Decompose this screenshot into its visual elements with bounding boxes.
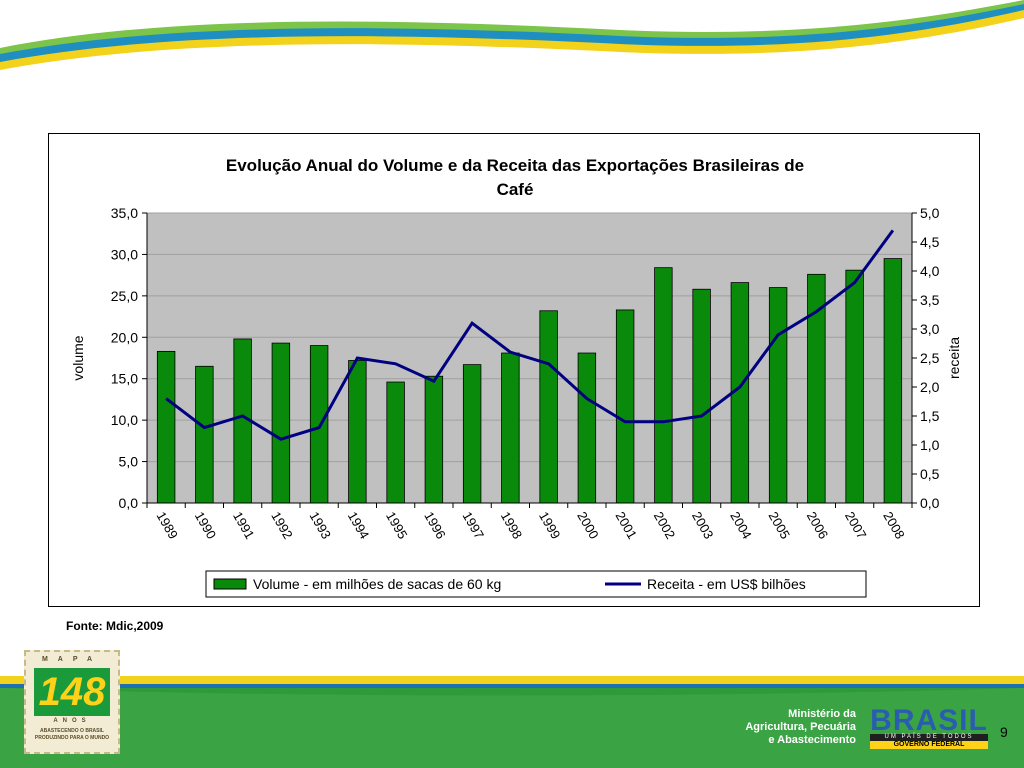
x-tick-label-1996: 1996 [421, 509, 448, 542]
footer [0, 676, 1024, 768]
x-tick-label-1993: 1993 [307, 509, 334, 542]
x-tick-label-2005: 2005 [766, 509, 793, 542]
mapa-tagline: ABASTECENDO O BRASIL PRODUZINDO PARA O M… [30, 728, 114, 742]
mapa-tagline-line-1: ABASTECENDO O BRASIL [40, 728, 104, 734]
legend: Volume - em milhões de sacas de 60 kg Re… [205, 570, 867, 598]
bar-volume-1996 [424, 375, 444, 504]
mapa-number: 148 [34, 668, 110, 716]
page-number: 9 [1000, 724, 1008, 740]
bar-volume-2005 [768, 287, 788, 504]
bar-volume-2007 [845, 269, 864, 504]
x-tick-label-2003: 2003 [689, 509, 716, 542]
x-tick-label-1999: 1999 [536, 509, 563, 542]
x-tick-label-2006: 2006 [804, 509, 831, 542]
y-tick-label: 35,0 [111, 205, 138, 221]
ministry-line-3: e Abastecimento [768, 734, 856, 746]
y-tick-label: 25,0 [111, 288, 138, 304]
x-tick-label-1995: 1995 [383, 509, 410, 542]
x-tick-label-2007: 2007 [842, 509, 869, 542]
chart-title-line-1: Evolução Anual do Volume e da Receita da… [226, 156, 804, 175]
y2-axis-label: receita [946, 337, 962, 379]
legend-box [205, 570, 867, 598]
brasil-word: BRASIL [870, 704, 988, 737]
bar-volume-2003 [692, 288, 711, 504]
bar-volume-1999 [539, 310, 558, 504]
y2-tick-label: 3,5 [920, 292, 940, 308]
chart-frame: Evolução Anual do Volume e da Receita da… [48, 133, 980, 607]
legend-label-volume: Volume - em milhões de sacas de 60 kg [253, 576, 501, 592]
source-note: Fonte: Mdic,2009 [66, 619, 164, 633]
bar-volume-1990 [195, 365, 214, 504]
x-tick-label-2008: 2008 [880, 509, 907, 542]
x-tick-label-1997: 1997 [460, 509, 487, 542]
footer-background [0, 676, 1024, 768]
y2-tick-label: 2,0 [920, 379, 940, 395]
bar-volume-2000 [577, 352, 597, 504]
bar-series [156, 258, 903, 504]
x-axis-ticks: 1989 1990 1991 1992 1993 1994 1995 1996 1997 1998… [146, 503, 913, 542]
bar-volume-1998 [501, 352, 520, 504]
brasil-tagline: UM PAÍS DE TODOS [870, 734, 988, 741]
bar-volume-2001 [615, 309, 635, 504]
ministry-line-2: Agricultura, Pecuária [745, 721, 856, 733]
bar-volume-1989 [156, 350, 176, 504]
bar-volume-1992 [271, 342, 291, 504]
y2-tick-label: 3,0 [920, 321, 940, 337]
x-tick-label-2000: 2000 [574, 509, 601, 542]
x-tick-label-1991: 1991 [230, 509, 257, 542]
bar-volume-2008 [883, 258, 903, 504]
left-axis-ticks: 0,0 5,0 10,0 15,0 20,0 25,0 30,0 35,0 [111, 205, 147, 511]
ministry-line-1: Ministério da [788, 708, 856, 720]
ministry-name: Ministério da Agricultura, Pecuária e Ab… [716, 708, 856, 747]
y2-tick-label: 1,5 [920, 408, 940, 424]
x-tick-label-2002: 2002 [651, 509, 678, 542]
y2-tick-label: 0,5 [920, 466, 940, 482]
y-axis-label: volume [70, 335, 86, 380]
x-tick-label-1990: 1990 [192, 509, 219, 542]
bar-volume-1993 [309, 345, 329, 504]
y2-tick-label: 2,5 [920, 350, 940, 366]
top-swoosh-decoration [0, 0, 1024, 70]
mapa-letters: MAPA [41, 656, 103, 663]
bar-volume-1997 [462, 364, 482, 504]
brasil-governo-federal-logo: BRASIL UM PAÍS DE TODOS GOVERNO FEDERAL [870, 704, 988, 749]
right-axis-ticks: 0,0 0,5 1,0 1,5 2,0 2,5 3,0 3,5 4,0 4,5 5,0 [912, 205, 940, 511]
y-tick-label: 0,0 [119, 495, 139, 511]
chart: Evolução Anual do Volume e da Receita da… [70, 156, 962, 598]
y-tick-label: 15,0 [111, 371, 138, 387]
revenue-line [165, 229, 895, 441]
y2-tick-label: 4,0 [920, 263, 940, 279]
y2-tick-label: 1,0 [920, 437, 940, 453]
y-tick-label: 30,0 [111, 246, 138, 262]
y-tick-label: 10,0 [111, 412, 138, 428]
legend-swatch-volume [213, 578, 247, 590]
bar-volume-1995 [386, 381, 405, 504]
y2-tick-label: 5,0 [920, 205, 940, 221]
y2-tick-label: 4,5 [920, 234, 940, 250]
mapa-148-anos-logo: MAPA 148 ANOS ABASTECENDO O BRASIL PRODU… [24, 650, 120, 754]
y2-tick-label: 0,0 [920, 495, 940, 511]
x-tick-label-1992: 1992 [268, 509, 295, 542]
brasil-governo-federal: GOVERNO FEDERAL [870, 741, 988, 749]
x-tick-label-1989: 1989 [154, 509, 181, 542]
bar-volume-1994 [348, 360, 367, 504]
chart-title-line-2: Café [497, 180, 534, 199]
mapa-anos: ANOS [53, 718, 91, 724]
x-tick-label-2001: 2001 [613, 509, 640, 542]
y-tick-label: 5,0 [119, 454, 139, 470]
x-tick-label-1994: 1994 [345, 509, 372, 542]
x-tick-label-2004: 2004 [727, 509, 754, 542]
legend-label-revenue: Receita - em US$ bilhões [647, 576, 806, 592]
bar-volume-2002 [654, 267, 673, 504]
y-tick-label: 20,0 [111, 329, 138, 345]
mapa-tagline-line-2: PRODUZINDO PARA O MUNDO [34, 735, 110, 741]
x-tick-label-1998: 1998 [498, 509, 525, 542]
